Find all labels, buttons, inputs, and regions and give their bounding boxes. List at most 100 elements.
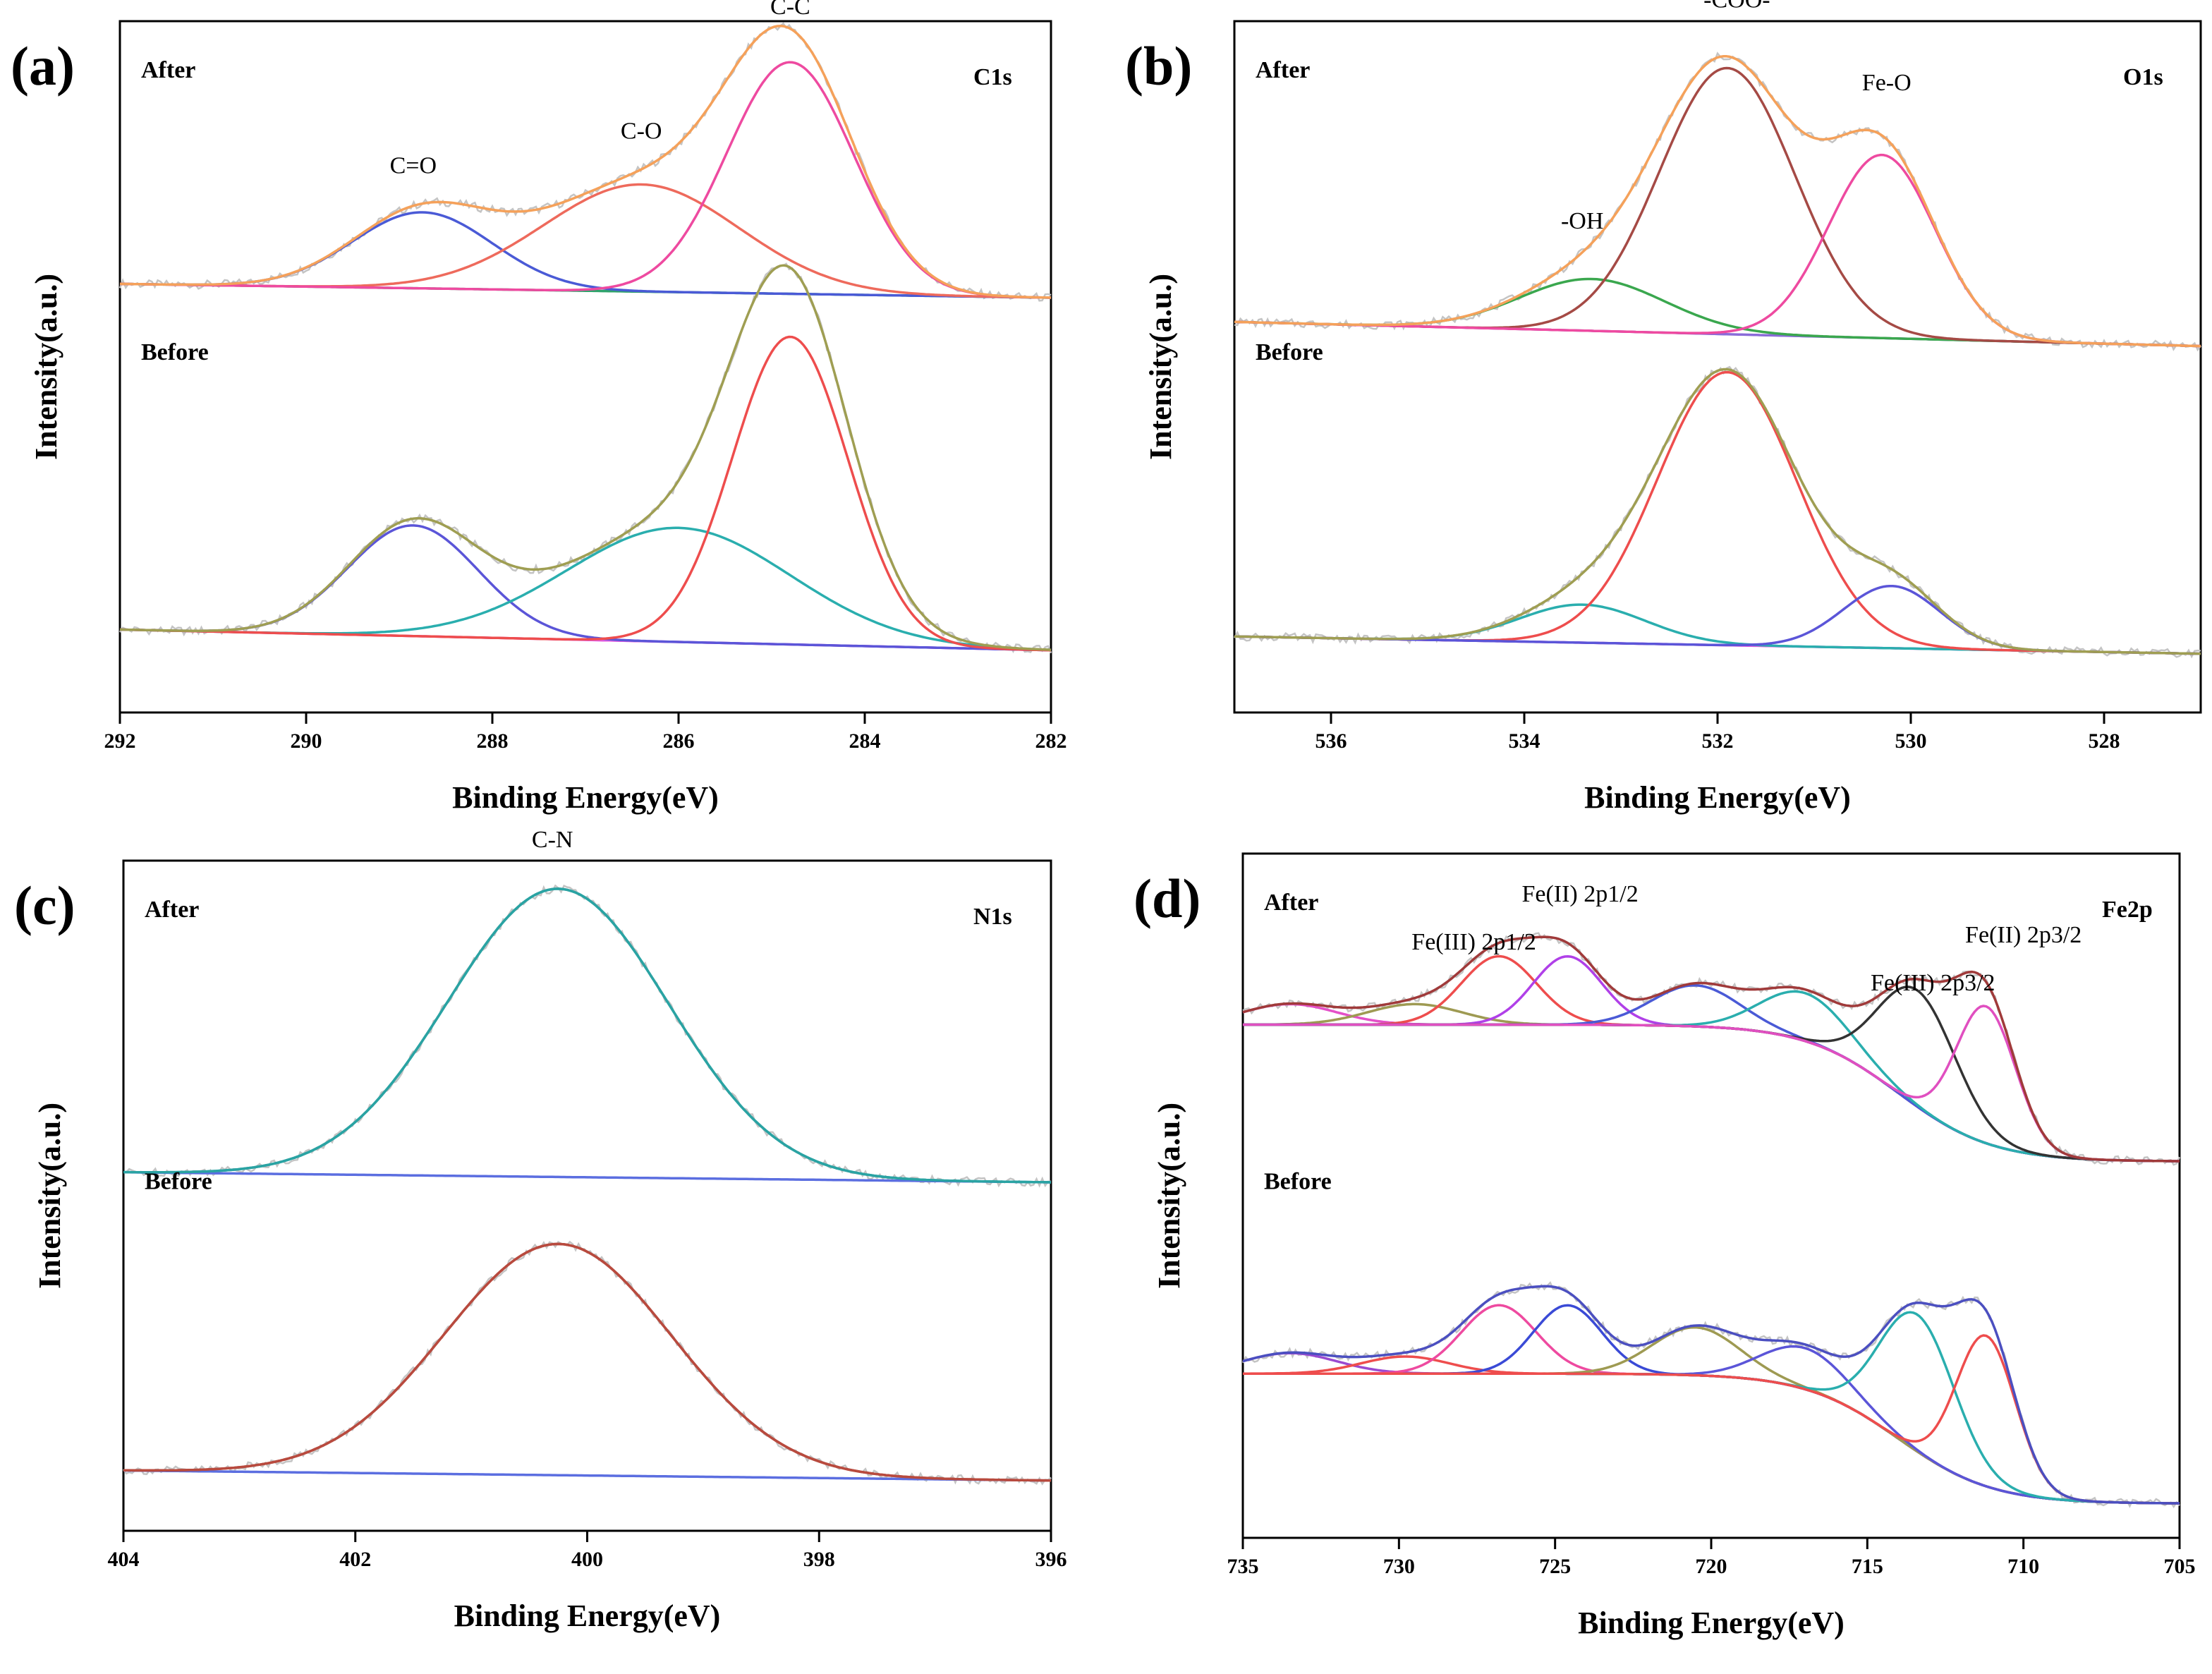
- raw-spectrum: [122, 1240, 1052, 1486]
- x-tick-label: 532: [1702, 729, 1734, 753]
- x-tick-label: 730: [1383, 1555, 1415, 1578]
- baseline-curve: [123, 1171, 1051, 1184]
- x-tick-label: 282: [1035, 729, 1067, 753]
- x-tick-label: 284: [849, 729, 881, 753]
- baseline-curve: [1243, 1023, 2180, 1163]
- component-peak: [1243, 1334, 2180, 1505]
- x-tick-label: 290: [291, 729, 322, 753]
- x-tick-label: 715: [1852, 1555, 1883, 1578]
- component-peak: [1234, 277, 2201, 348]
- state-before: [122, 1240, 1052, 1486]
- baseline-curve: [123, 1469, 1052, 1482]
- raw-spectrum: [119, 262, 1052, 654]
- label-after: After: [145, 897, 199, 923]
- envelope-curve: [119, 264, 1052, 651]
- x-tick-label: 725: [1539, 1555, 1571, 1578]
- x-axis-title: Binding Energy(eV): [452, 780, 719, 815]
- raw-spectrum: [1233, 365, 2201, 659]
- panel-letter: (d): [1134, 868, 1201, 929]
- x-axis-title: Binding Energy(eV): [1584, 780, 1851, 815]
- x-tick-label: 292: [104, 729, 136, 753]
- label-after: After: [1264, 890, 1318, 916]
- x-tick-label: 404: [108, 1548, 140, 1571]
- component-peak: [1243, 1304, 2180, 1505]
- component-peak: [1243, 1304, 2180, 1505]
- component-peak: [1234, 153, 2201, 348]
- state-after: [1234, 51, 2201, 352]
- envelope-curve: [1234, 54, 2201, 348]
- component-peak: [123, 1242, 1051, 1482]
- state-before: [1241, 1281, 2180, 1509]
- panel-fe2p: 735 730 725 720 715 710 705 After Before Fe2p (d) F…: [1134, 852, 2196, 1640]
- peak-annotation: -OH: [1561, 208, 1603, 234]
- peak-annotation: -COO-: [1703, 0, 1770, 13]
- label-before: Before: [145, 1169, 212, 1195]
- core-level-label: N1s: [973, 904, 1012, 930]
- baseline-curve: [1243, 1372, 2180, 1505]
- raw-spectrum: [123, 884, 1052, 1188]
- core-level-label: O1s: [2123, 64, 2163, 90]
- x-tick-label: 528: [2089, 729, 2120, 753]
- raw-spectrum: [1242, 932, 2181, 1166]
- peak-annotation: C-N: [532, 827, 573, 853]
- component-peak: [1243, 1005, 2180, 1163]
- peak-annotation: C-O: [621, 119, 662, 145]
- plot-frame: [122, 859, 1052, 1532]
- y-axis-title: Intensity(a.u.): [32, 1103, 67, 1289]
- component-peak: [119, 335, 1052, 652]
- envelope-curve: [123, 1242, 1051, 1482]
- state-after: [123, 884, 1052, 1188]
- plot-frame: [119, 20, 1052, 714]
- peak-annotation: C=O: [390, 153, 437, 179]
- envelope-curve: [123, 887, 1052, 1184]
- y-axis-title: Intensity(a.u.): [1143, 274, 1178, 460]
- peak-annotation: C-C: [770, 0, 810, 20]
- panel-letter: (a): [11, 35, 75, 97]
- raw-spectrum: [1241, 1281, 2180, 1509]
- x-tick-label: 705: [2164, 1555, 2196, 1578]
- component-peak: [1234, 66, 2201, 348]
- plot-frame: [1241, 852, 2181, 1539]
- core-level-label: Fe2p: [2102, 897, 2153, 923]
- raw-spectrum: [1234, 51, 2201, 352]
- component-peak: [1234, 584, 2201, 655]
- x-tick-label: 396: [1035, 1548, 1067, 1571]
- panel-letter: (c): [14, 875, 75, 936]
- peak-annotation: Fe(III) 2p3/2: [1871, 970, 1995, 996]
- state-after: [1242, 932, 2181, 1166]
- component-peak: [1234, 370, 2201, 655]
- panel-o1s: 536 534 532 530 528 After Before O1s (b) -COO- -OH…: [1125, 0, 2202, 815]
- x-tick-label: 735: [1227, 1555, 1259, 1578]
- state-before: [1233, 365, 2201, 659]
- x-tick-label: 398: [803, 1548, 835, 1571]
- plot-frame: [1233, 20, 2202, 714]
- component-peak: [1243, 1311, 2180, 1505]
- component-peak: [1243, 985, 2180, 1163]
- label-after: After: [141, 57, 195, 83]
- x-tick-label: 720: [1696, 1555, 1727, 1578]
- component-peak: [1243, 984, 2180, 1163]
- component-peak: [1243, 990, 2180, 1163]
- peak-annotation: Fe(II) 2p1/2: [1521, 881, 1638, 907]
- panel-c1s: 292 290 288 286 284 282 After Before C1s (a) C=O C-…: [11, 0, 1067, 815]
- peak-annotation: Fe(III) 2p1/2: [1411, 929, 1536, 955]
- x-tick-label: 288: [477, 729, 509, 753]
- label-before: Before: [141, 339, 209, 365]
- label-before: Before: [1256, 339, 1323, 365]
- x-tick-label: 286: [663, 729, 695, 753]
- panel-letter: (b): [1125, 35, 1192, 97]
- envelope-curve: [1234, 368, 2201, 655]
- envelope-curve: [1242, 1285, 2180, 1505]
- component-peak: [1243, 1326, 2180, 1505]
- component-peak: [123, 887, 1052, 1184]
- envelope-curve: [1242, 935, 2180, 1163]
- state-before: [119, 262, 1052, 654]
- x-tick-label: 536: [1315, 729, 1347, 753]
- y-axis-title: Intensity(a.u.): [1152, 1103, 1186, 1289]
- component-peak: [1234, 603, 2201, 655]
- x-tick-label: 402: [339, 1548, 371, 1571]
- y-axis-title: Intensity(a.u.): [29, 274, 63, 460]
- x-tick-label: 710: [2007, 1555, 2039, 1578]
- state-after: [119, 22, 1052, 302]
